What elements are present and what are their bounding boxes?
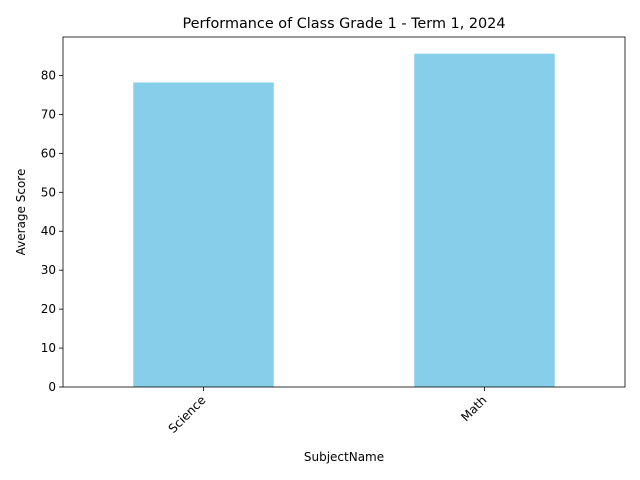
plot-bars [133, 53, 555, 388]
y-tick-label: 0 [48, 380, 56, 394]
y-tick-label: 10 [41, 341, 56, 355]
x-tick-label: Science [166, 393, 209, 436]
y-tick-label: 80 [41, 68, 56, 82]
x-axis: Science Math [166, 387, 489, 436]
y-tick-label: 50 [41, 185, 56, 199]
chart-title: Performance of Class Grade 1 - Term 1, 2… [183, 16, 506, 32]
bar-math [414, 53, 555, 388]
y-tick-label: 60 [41, 146, 56, 160]
y-tick-label: 30 [41, 263, 56, 277]
y-axis: 0 10 20 30 40 50 60 70 80 [41, 68, 63, 394]
plot-frame [62, 36, 626, 388]
x-axis-label: SubjectName [304, 450, 384, 464]
y-tick-label: 40 [41, 224, 56, 238]
y-axis-label: Average Score [14, 169, 28, 256]
y-tick-label: 20 [41, 302, 56, 316]
x-tick-label: Math [458, 393, 489, 424]
y-tick-label: 70 [41, 107, 56, 121]
bar-science [133, 82, 274, 388]
